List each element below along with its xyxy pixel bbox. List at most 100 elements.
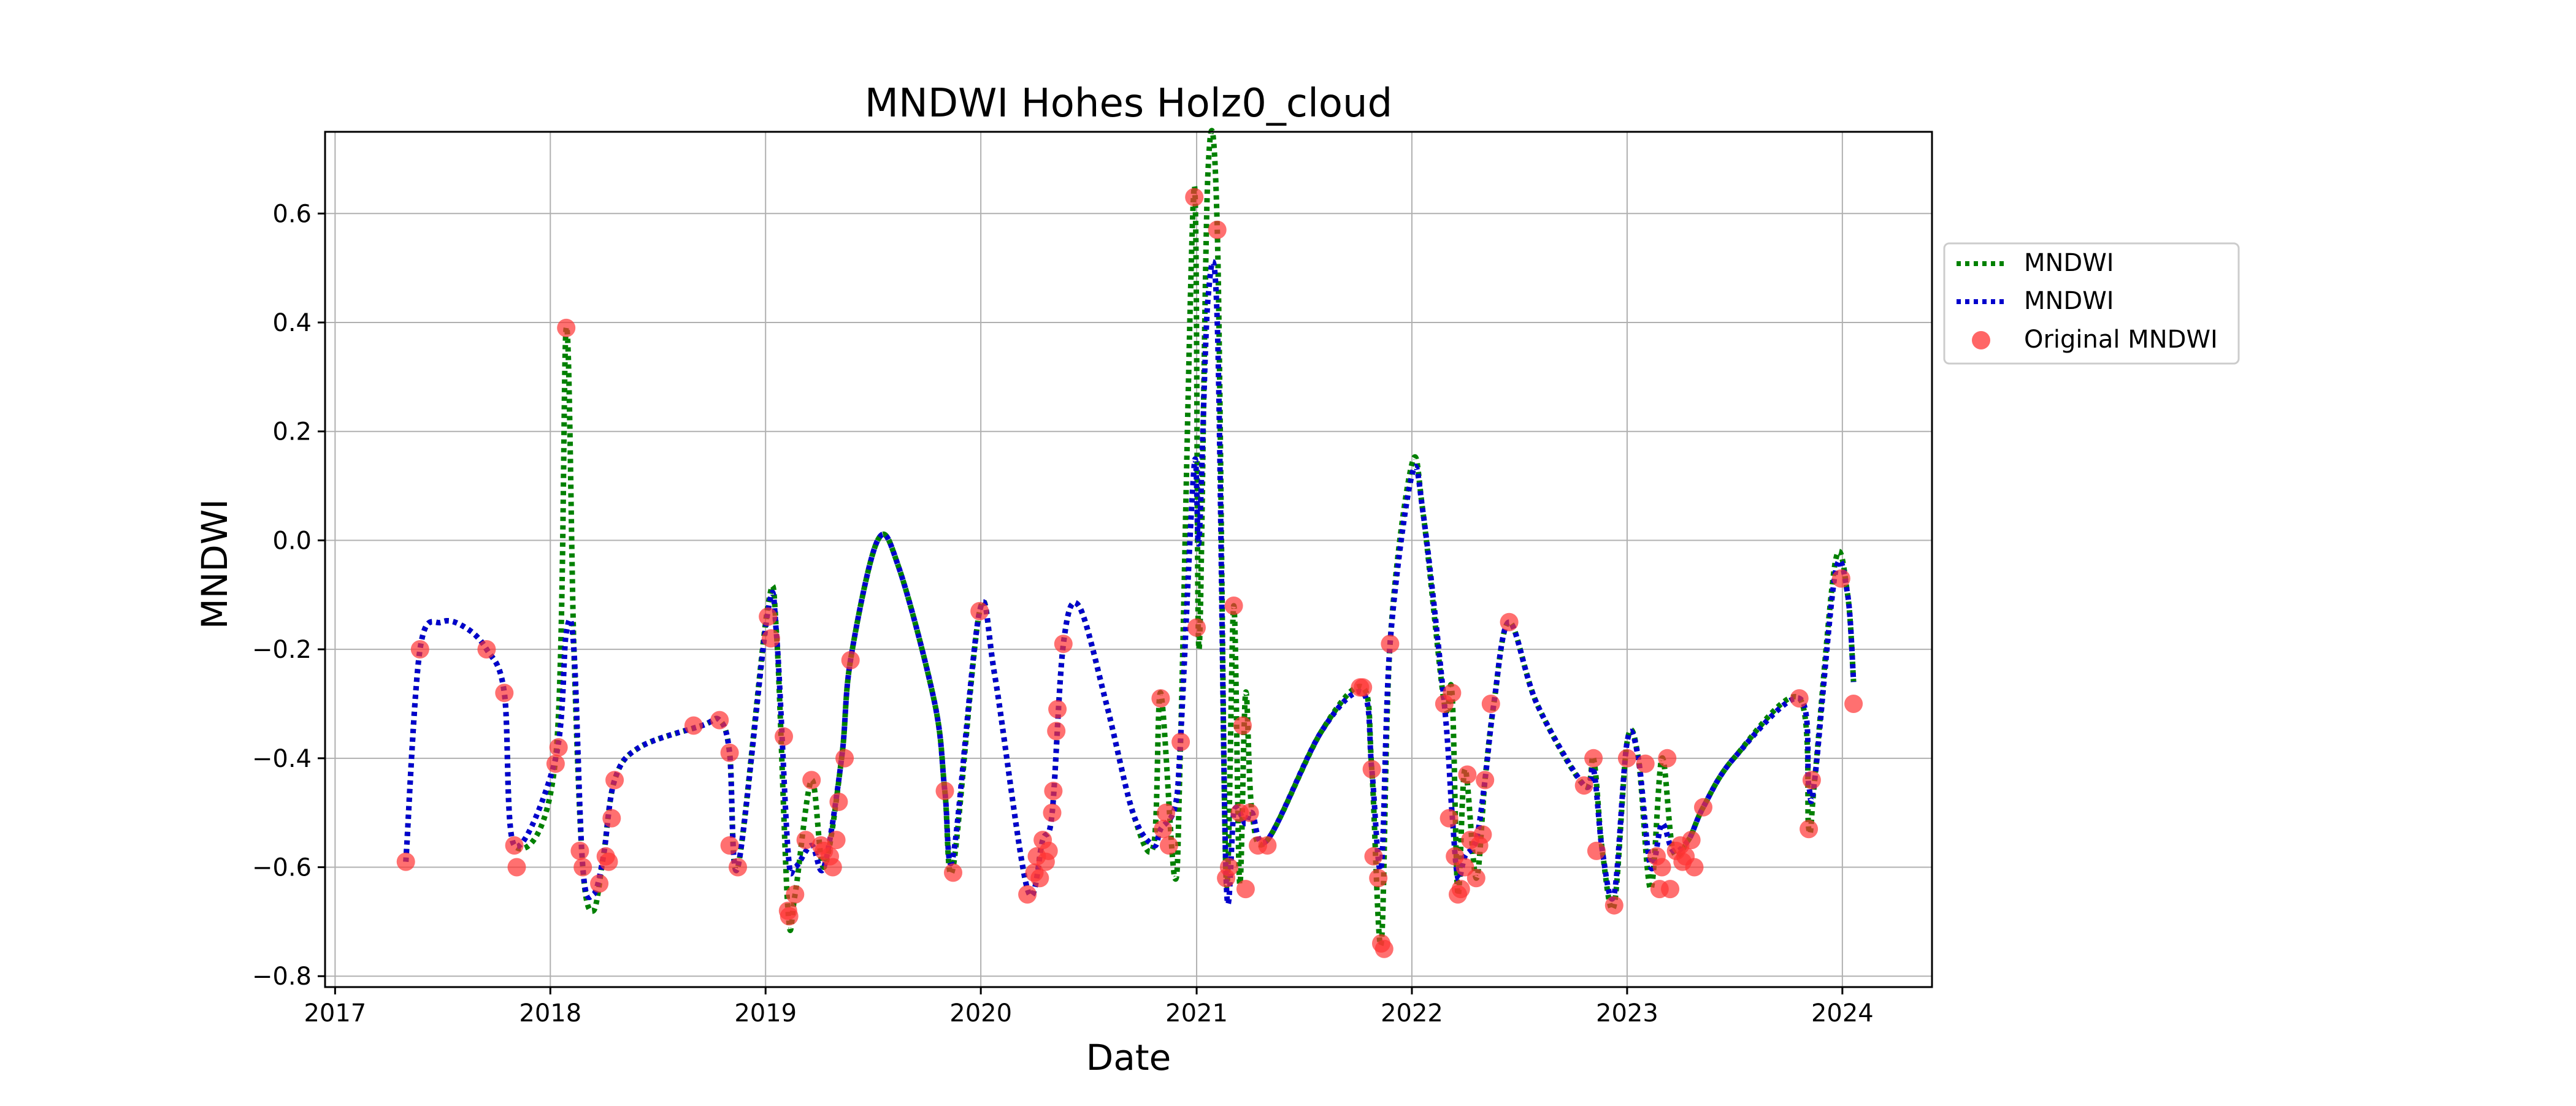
data-point	[507, 858, 526, 877]
data-point	[710, 711, 729, 730]
y-tick-label: 0.6	[272, 200, 312, 228]
y-tick-label: −0.8	[252, 963, 312, 991]
data-point	[1030, 869, 1049, 888]
data-point	[1682, 831, 1701, 850]
data-point	[1369, 869, 1388, 888]
data-point	[1458, 765, 1477, 784]
data-point	[802, 771, 821, 790]
data-point	[1473, 825, 1492, 844]
data-point	[1219, 858, 1238, 877]
data-point	[1157, 803, 1176, 822]
data-point	[495, 684, 514, 703]
data-point	[1187, 618, 1206, 637]
data-point	[1844, 695, 1863, 713]
points-layer	[396, 188, 1863, 958]
x-tick-label: 2024	[1811, 999, 1874, 1028]
legend: MNDWI MNDWI Original MNDWI	[1943, 242, 2240, 365]
legend-label-series-1: MNDWI	[2024, 249, 2114, 277]
data-point	[780, 907, 799, 926]
data-point	[1240, 803, 1259, 822]
data-point	[720, 743, 739, 762]
data-point	[1043, 803, 1062, 822]
x-tick-label: 2018	[519, 999, 581, 1028]
data-point	[1236, 880, 1255, 899]
data-point	[827, 831, 846, 850]
data-point	[573, 858, 592, 877]
data-point	[1154, 820, 1173, 839]
data-point	[823, 858, 842, 877]
data-point	[1208, 220, 1227, 239]
data-point	[944, 863, 962, 882]
y-tick-label: 0.2	[272, 418, 312, 446]
data-point	[829, 792, 848, 811]
data-point	[1159, 836, 1178, 855]
y-axis-label: MNDWI	[194, 499, 236, 630]
data-point	[1047, 722, 1066, 741]
data-point	[970, 601, 989, 620]
y-tick-label: −0.6	[252, 854, 312, 882]
data-point	[1617, 749, 1636, 768]
data-point	[1374, 939, 1393, 958]
data-point	[1451, 880, 1470, 899]
data-point	[602, 809, 621, 828]
data-point	[684, 716, 703, 735]
data-point	[557, 318, 576, 337]
data-point	[590, 874, 609, 893]
data-point	[1500, 612, 1519, 631]
data-point	[796, 831, 815, 850]
data-point	[1466, 869, 1485, 888]
data-point	[1044, 782, 1063, 801]
data-point	[546, 754, 565, 773]
data-point	[477, 640, 496, 659]
data-point	[729, 858, 747, 877]
x-tick-label: 2021	[1165, 999, 1228, 1028]
data-point	[1151, 689, 1170, 708]
data-point	[841, 650, 860, 669]
data-point	[1800, 820, 1819, 839]
data-point	[786, 885, 805, 904]
data-point	[599, 852, 618, 871]
data-point	[1258, 836, 1277, 855]
data-point	[549, 738, 568, 757]
data-point	[410, 640, 429, 659]
data-point	[1039, 841, 1058, 860]
y-tick-label: −0.4	[252, 745, 312, 773]
x-axis-label: Date	[1086, 1037, 1171, 1078]
data-point	[775, 727, 793, 746]
y-tick-label: 0.4	[272, 309, 312, 337]
legend-box	[1943, 242, 2240, 365]
data-point	[1233, 716, 1252, 735]
x-tick-label: 2020	[949, 999, 1012, 1028]
plot-frame	[324, 131, 1933, 988]
data-point	[1362, 760, 1381, 779]
legend-swatch-points	[1972, 331, 1990, 349]
y-tick-label: −0.2	[252, 636, 312, 664]
data-point	[505, 836, 524, 855]
data-point	[1685, 858, 1704, 877]
data-point	[1481, 695, 1500, 713]
data-point	[1658, 749, 1677, 768]
data-point	[759, 607, 778, 626]
data-point	[1054, 635, 1073, 654]
data-point	[1636, 754, 1655, 773]
data-point	[1652, 858, 1671, 877]
data-point	[1587, 841, 1606, 860]
data-point	[1171, 733, 1190, 752]
data-point	[605, 771, 624, 790]
data-point	[1443, 684, 1462, 703]
data-point	[1439, 809, 1459, 828]
data-point	[720, 836, 739, 855]
x-tick-label: 2022	[1381, 999, 1443, 1028]
data-point	[761, 629, 780, 648]
data-point	[1831, 569, 1850, 588]
data-point	[1048, 700, 1067, 719]
data-point	[1574, 776, 1593, 795]
data-point	[1694, 798, 1712, 817]
data-point	[1224, 597, 1243, 615]
data-point	[1790, 689, 1809, 708]
chart-title: MNDWI Hohes Holz0_cloud	[865, 81, 1392, 126]
legend-label-series-2: MNDWI	[2024, 287, 2114, 315]
